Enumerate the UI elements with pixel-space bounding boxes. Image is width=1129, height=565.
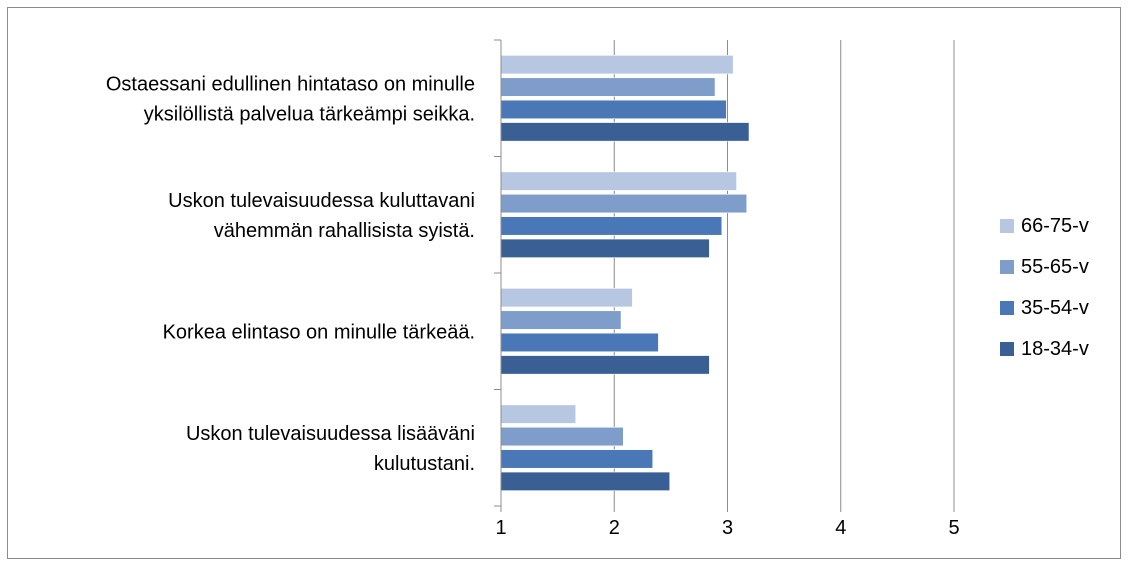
legend-swatch [1000,219,1014,233]
bar-66-75-v [500,171,737,191]
bar-18-34-v [500,122,750,142]
bar-66-75-v [500,288,633,308]
bar-35-54-v [500,449,654,469]
category-labels: Ostaessani edullinen hintataso on minull… [106,73,475,475]
bar-55-65-v [500,426,624,447]
legend: 66-75-v 55-65-v 35-54-v 18-34-v [1000,215,1089,360]
x-tick-label: 1 [495,517,506,539]
category-label: Ostaessani edullinen hintataso on minull… [106,73,475,125]
bar-35-54-v [500,99,727,120]
legend-swatch [1000,301,1014,315]
axes [494,39,955,512]
bar-35-54-v [500,332,659,353]
bar-66-75-v [500,55,734,75]
x-tick-labels: 1 2 3 4 5 [495,517,959,539]
bars [500,55,750,491]
category-label: Korkea elintaso on minulle tärkeää. [163,321,475,343]
bar-18-34-v [500,238,710,258]
legend-swatch [1000,342,1014,356]
x-tick-label: 3 [722,517,733,539]
bar-66-75-v [500,404,577,424]
x-tick-label: 2 [609,517,620,539]
x-tick-label: 4 [835,517,846,539]
bar-18-34-v [500,471,671,491]
legend-swatch [1000,260,1014,274]
category-label: Uskon tulevaisuudessa kuluttavani vähemmä… [168,190,475,242]
bar-55-65-v [500,310,622,330]
x-tick-label: 5 [948,517,959,539]
bar-55-65-v [500,193,748,214]
bar-35-54-v [500,216,723,236]
legend-label: 55-65-v [1021,256,1089,278]
legend-label: 66-75-v [1021,215,1089,237]
legend-label: 18-34-v [1021,338,1089,360]
bar-55-65-v [500,77,716,97]
legend-label: 35-54-v [1021,297,1089,319]
bar-18-34-v [500,355,710,375]
category-label: Uskon tulevaisuudessa lisääväni kulutusta… [186,423,475,475]
